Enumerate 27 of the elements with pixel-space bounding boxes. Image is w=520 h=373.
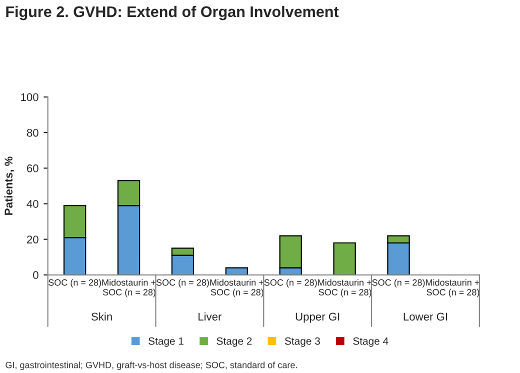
y-axis-title: Patients, % <box>4 156 14 215</box>
text: Liver <box>198 312 222 321</box>
x-tick-label: SOC (n = 28) <box>264 279 317 288</box>
text: Upper GI <box>296 312 340 323</box>
x-tick-label: Midostaurin + SOC (n = 28) <box>210 279 264 298</box>
y-tick-label: 60 <box>27 164 38 172</box>
y-tick-label: 40 <box>26 200 38 208</box>
y-tick-label: 20 <box>27 236 38 244</box>
y-tick-label: 80 <box>26 128 38 137</box>
text: Skin <box>91 312 112 321</box>
legend-label: Stage 2 <box>216 337 252 347</box>
legend-label: Stage 1 <box>148 337 184 347</box>
text: GI, gastrointestinal; GVHD, graft-vs-host disease; SOC, standard of care. <box>6 362 297 370</box>
x-tick-label: Midostaurin + SOC (n = 28) <box>102 279 156 298</box>
x-tick-label: Midostaurin + SOC (n = 28) <box>318 279 372 298</box>
legend-label: Stage 3 <box>284 337 320 347</box>
bar <box>333 242 356 275</box>
bar <box>225 267 248 275</box>
x-tick-label: Midostaurin + SOC (n = 28) <box>426 279 480 298</box>
chart-title: Figure 2. GVHD: Extend of Organ Involvement <box>6 6 339 20</box>
x-tick-label: SOC (n = 28) <box>156 279 209 288</box>
y-tick-label: 0 <box>33 271 38 280</box>
x-tick-label: SOC (n = 28) <box>48 279 101 288</box>
text: Lower GI <box>404 312 448 321</box>
legend-label: Stage 4 <box>353 337 388 347</box>
y-tick-label: 100 <box>21 93 38 102</box>
x-tick-label: SOC (n = 28) <box>372 279 425 288</box>
